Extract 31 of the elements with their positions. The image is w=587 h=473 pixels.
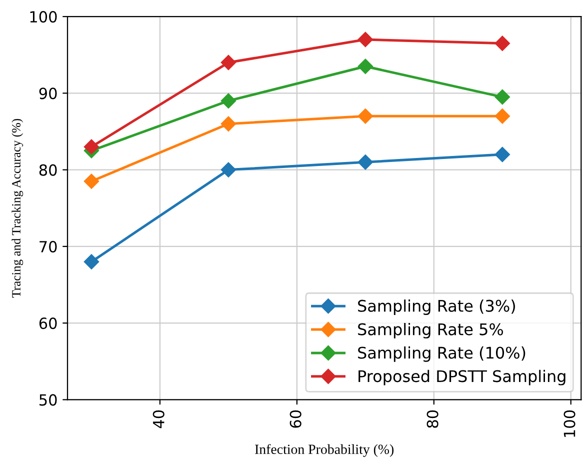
y-tick-label: 80 [39,164,57,176]
point [220,54,236,70]
point [220,116,236,132]
y-tick-label: 50 [40,394,57,406]
y-tick-label: 100 [30,11,57,23]
point [494,89,510,105]
point [358,108,373,124]
legend-label: Sampling Rate 5% [358,322,503,338]
point [84,174,100,189]
point [494,108,510,124]
x-axis-title: Infection Probability (%) [255,444,394,457]
point [220,93,236,108]
x-tick-label: 40 [152,410,164,428]
x-tick-label: 100 [564,410,576,437]
point [358,154,373,170]
y-tick-label: 70 [40,240,57,252]
x-tick-label: 60 [290,410,302,428]
point [84,139,100,154]
point [358,32,373,48]
point [220,162,236,178]
point [494,146,510,162]
point [358,58,373,74]
y-axis-title: Tracing and Tracking Accuracy (%) [12,118,24,298]
legend-label: Sampling Rate (10%) [358,346,526,362]
x-tick-label: 80 [426,410,438,428]
y-tick-label: 90 [39,88,57,100]
point [494,36,510,51]
point [84,254,100,270]
legend-label: Sampling Rate (3%) [358,300,515,315]
y-tick-label: 60 [39,318,57,330]
legend-label: Proposed DPSTT Sampling [358,370,566,386]
